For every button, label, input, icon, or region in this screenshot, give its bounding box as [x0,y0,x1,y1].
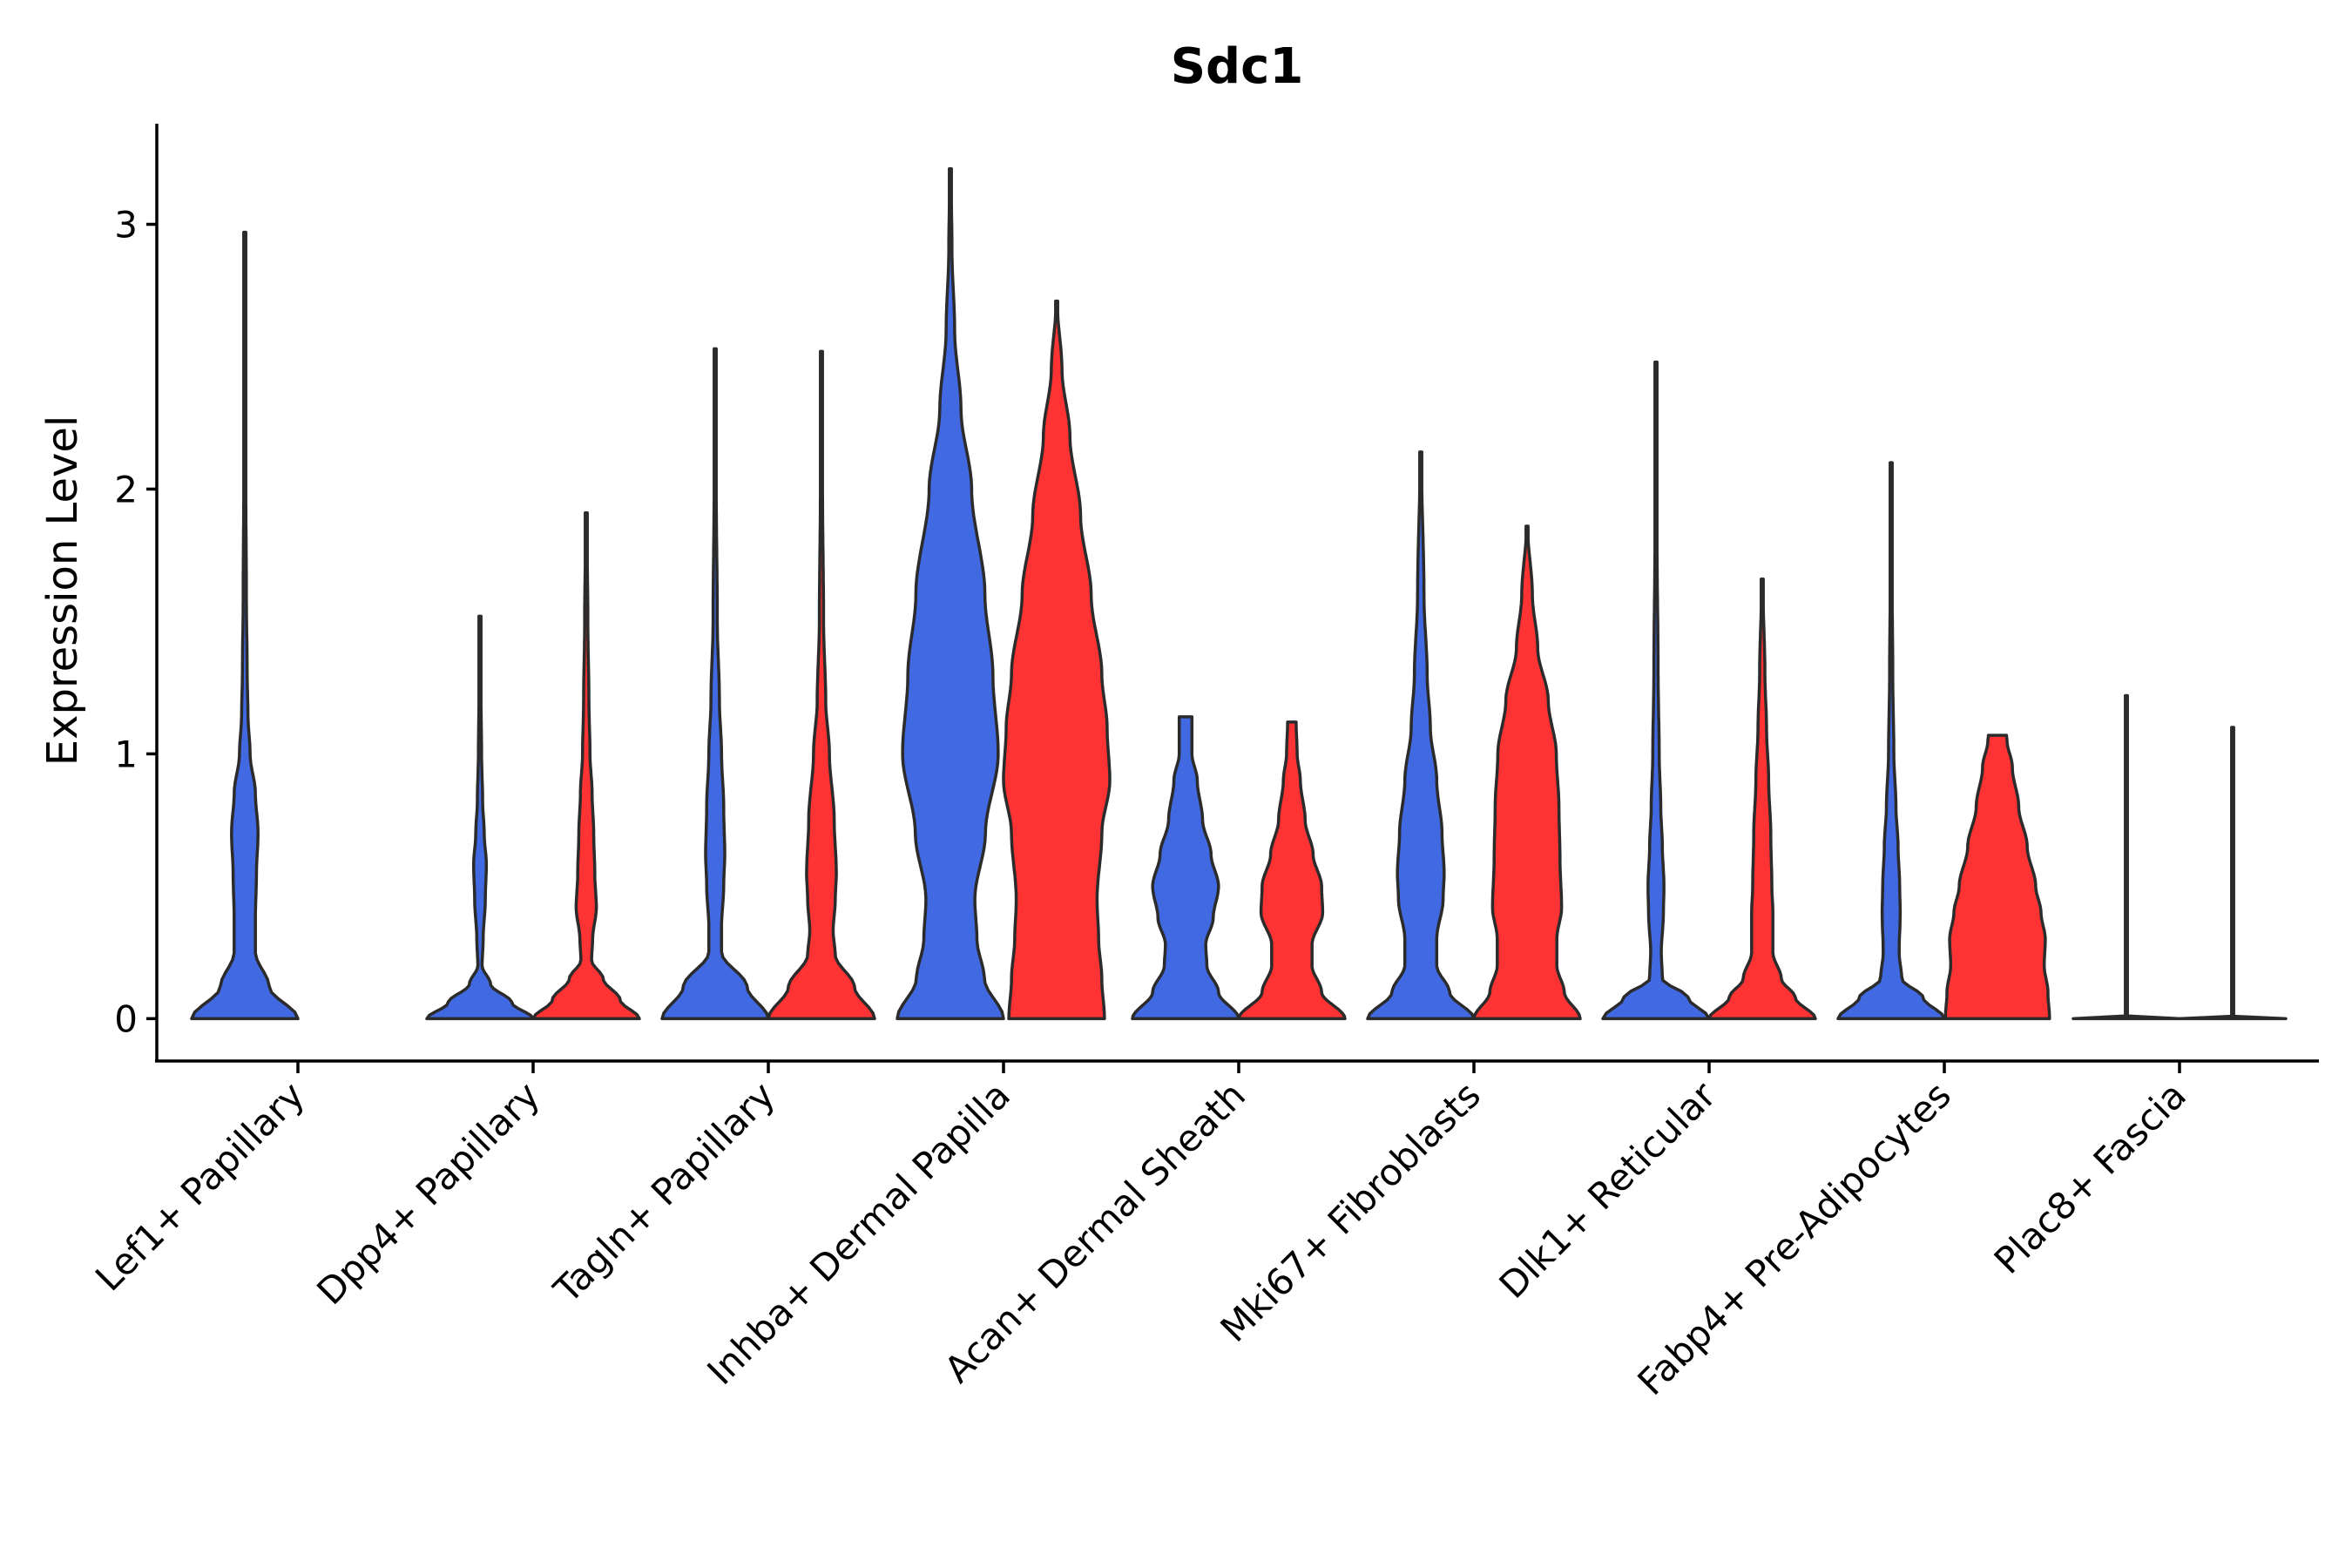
chart-title: Sdc1 [1171,38,1304,95]
violin-fabp4-pre-adipocytes-b [1943,733,2051,1021]
violin-mki67-fibroblasts-a [1366,450,1476,1021]
x-category-label: Mki67+ Fibroblasts [1213,1073,1489,1349]
y-tick-label: 0 [114,997,138,1040]
violin-dlk1-reticular-a [1601,360,1711,1021]
y-tick-label: 1 [114,733,138,775]
violin-dpp4-papillary-b [531,511,641,1021]
x-category-label: Dpp4+ Papillary [308,1073,548,1313]
x-category-label: Dlk1+ Reticular [1491,1073,1725,1307]
x-category-label: Tagln+ Papillary [545,1073,783,1311]
y-tick-label: 2 [114,468,138,510]
x-category-label: Lef1+ Papillary [87,1073,313,1299]
violin-dlk1-reticular-b [1707,578,1817,1021]
y-axis-label: Expression Level [38,416,87,767]
violin-mki67-fibroblasts-b [1472,524,1582,1021]
violin-fabp4-pre-adipocytes-a [1836,461,1946,1021]
violin-acan-dermal-sheath-a [1131,715,1240,1021]
violin-lef1-papillary-a [190,230,300,1021]
y-axis-ticks: 0 1 2 3 [114,204,157,1040]
violin-inhba-dermal-papilla-b [1002,299,1112,1021]
violin-inhba-dermal-papilla-a [896,166,1005,1021]
y-tick-label: 3 [114,204,138,247]
violin-layer [190,166,2288,1021]
violin-plac8-fascia-a [2072,693,2181,1021]
violin-tagln-papillary-b [767,349,876,1021]
violin-dpp4-papillary-a [425,614,535,1021]
violin-plac8-fascia-b [2178,726,2288,1021]
violin-acan-dermal-sheath-b [1237,720,1347,1021]
x-category-label: Plac8+ Fascia [1986,1073,2194,1281]
violin-tagln-papillary-a [660,347,770,1021]
